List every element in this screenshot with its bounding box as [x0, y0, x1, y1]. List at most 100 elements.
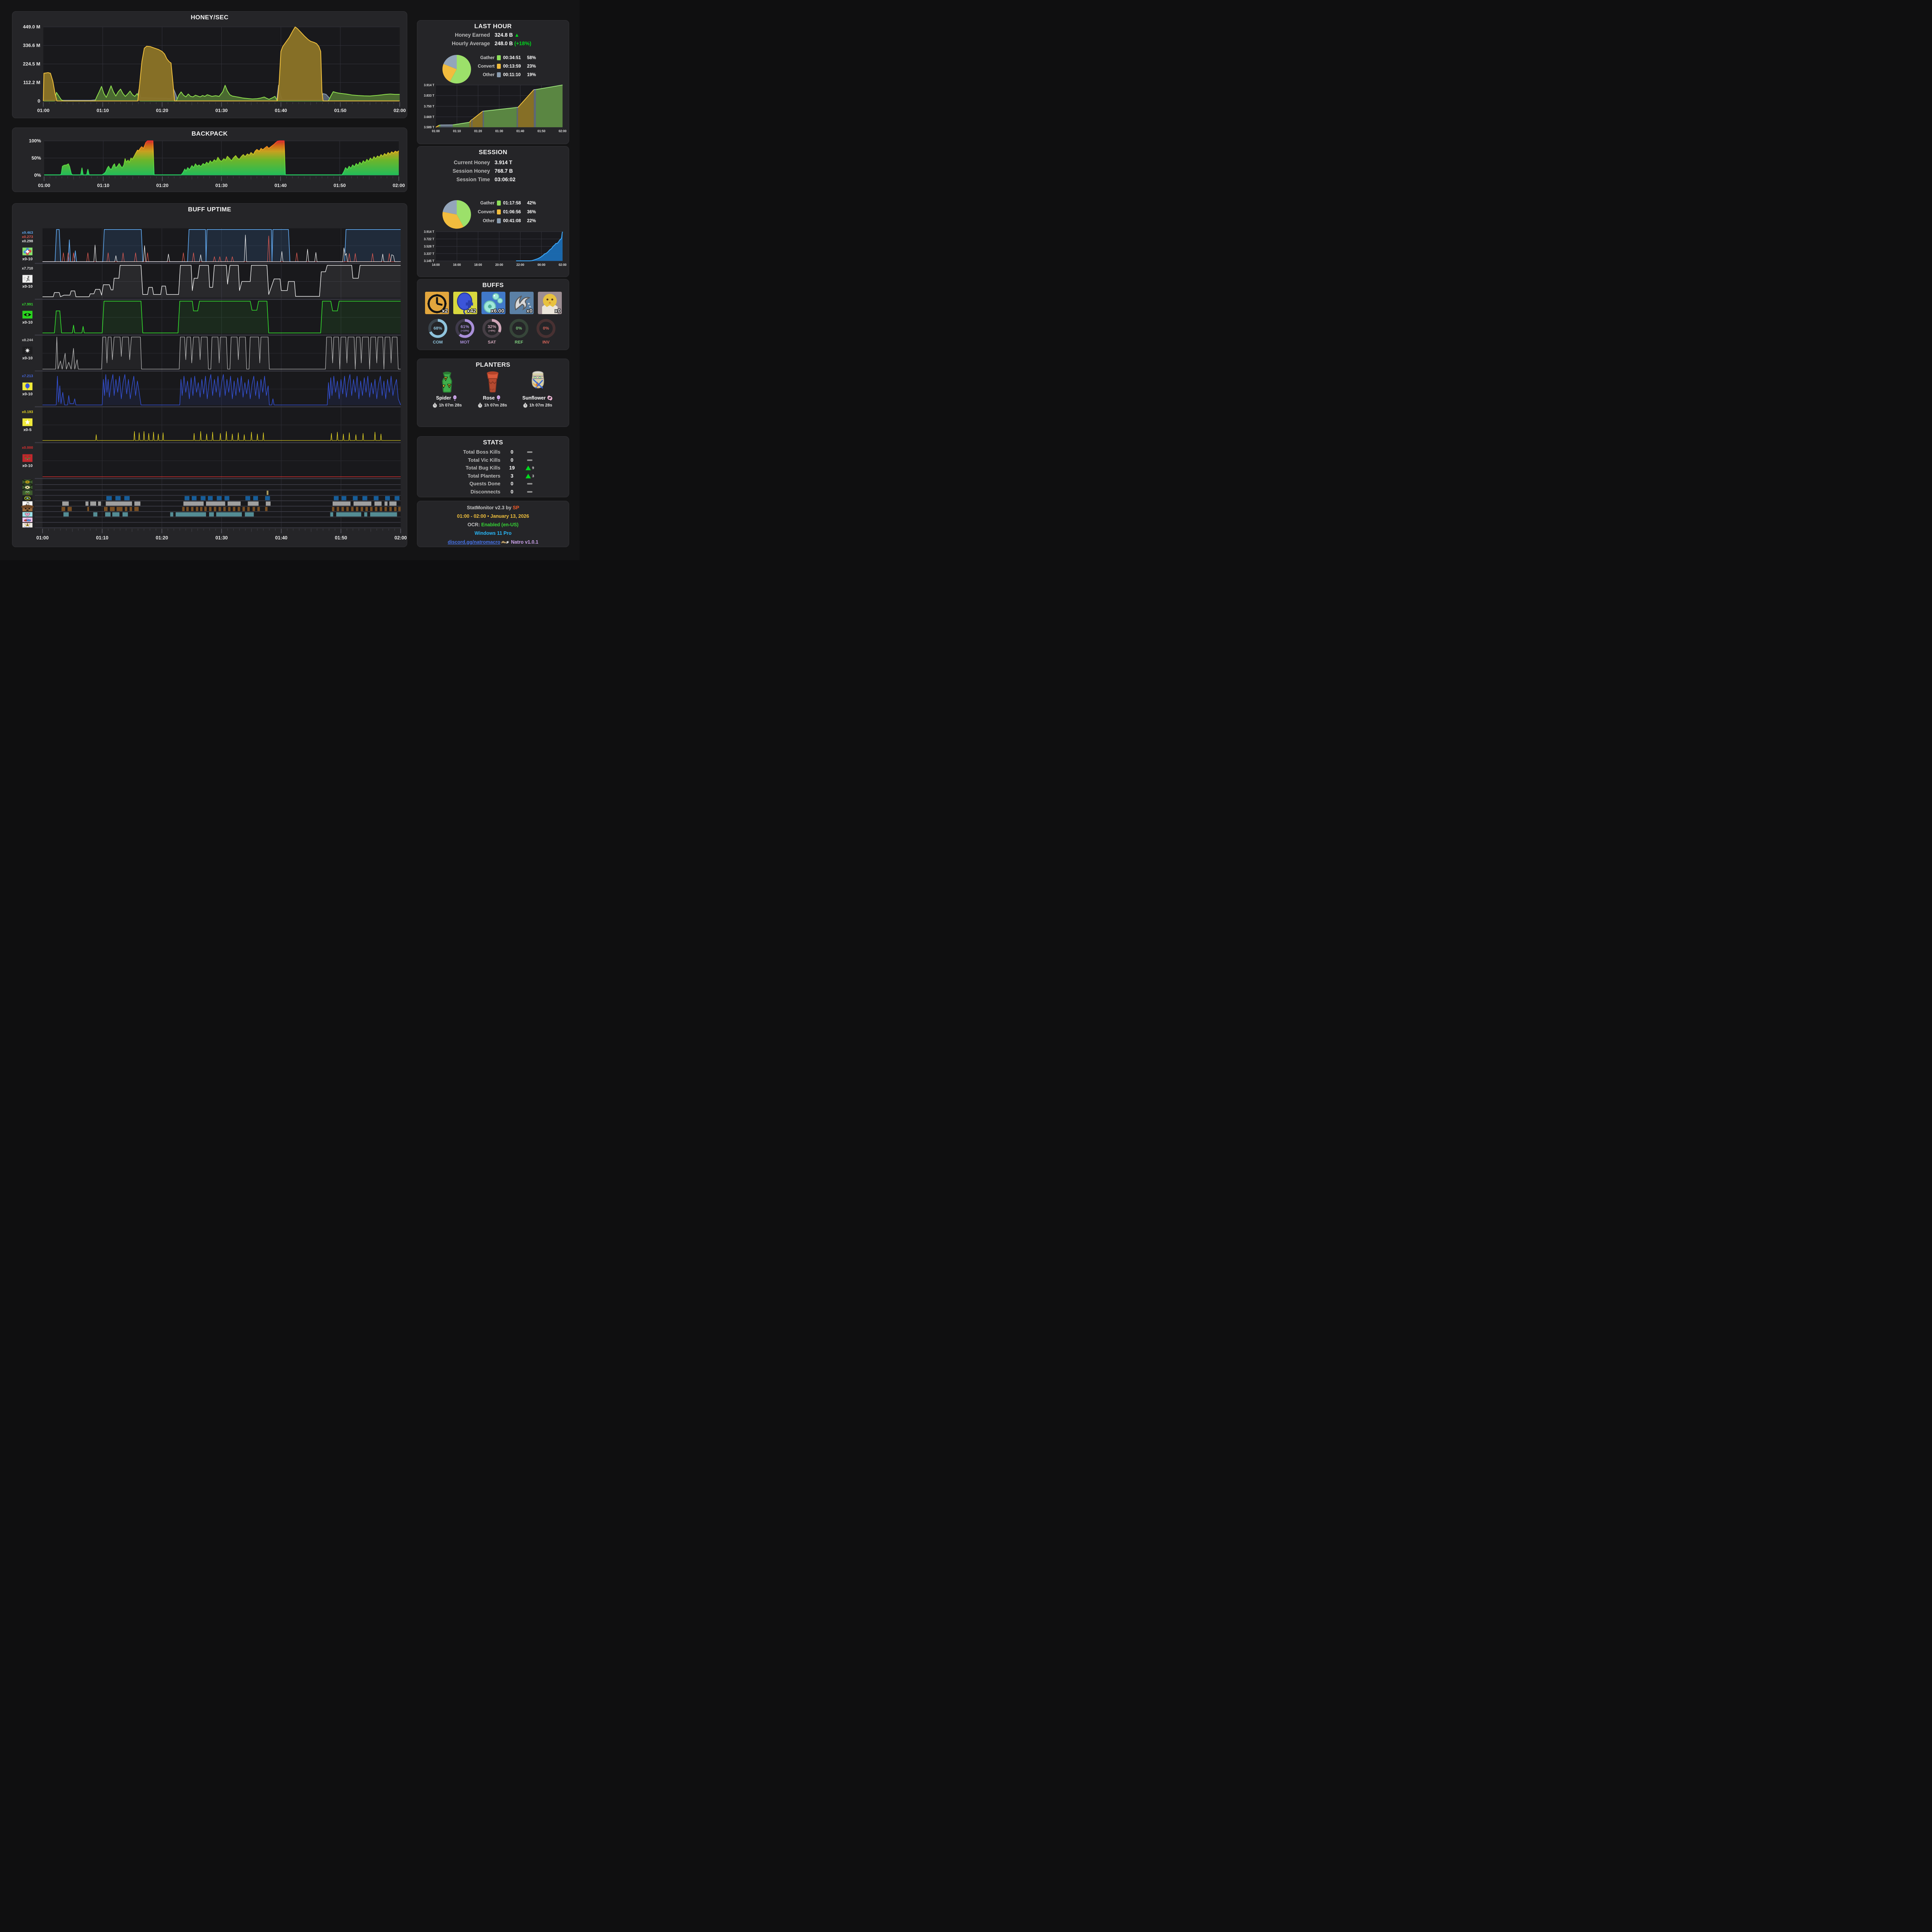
svg-text:x7.991: x7.991 [22, 302, 33, 306]
stat-row: Total Vic Kills 0 [417, 457, 569, 464]
svg-text:224.5 M: 224.5 M [23, 61, 40, 66]
wreath-icon [22, 490, 33, 495]
footer-line-2: 01:00 - 02:00 • January 13, 2026 [417, 514, 569, 519]
wave-icon [514, 295, 531, 311]
svg-text:01:30: 01:30 [215, 535, 228, 541]
buff-tile-bubbles: x6.00 [481, 292, 505, 314]
white-star-icon [22, 418, 33, 426]
balloon-plus-icon [457, 292, 473, 314]
pinwheel-icon [22, 247, 33, 255]
kv-value: 324.8 B ▲ [495, 32, 520, 38]
stat-value: 0 [510, 481, 514, 486]
buff-row-white-star [42, 431, 401, 441]
svg-text:x0-10: x0-10 [22, 320, 33, 325]
planter-name: Spider [426, 395, 468, 401]
buff-bars-heart [63, 512, 397, 517]
kv-label: Honey Earned [455, 32, 490, 38]
buff-bars-wreath [267, 490, 269, 495]
stat-row: Disconnects 0 [417, 489, 569, 496]
stat-row: Quests Done 0 [417, 481, 569, 488]
session-trend-chart: 3.914 T 3.722 T 3.528 T 3.337 T 3.145 T14:00… [424, 230, 567, 267]
buff-multiplier: x0 [554, 308, 561, 314]
pie-legend-row: Other 00:11:10 19% [474, 72, 536, 77]
clock-icon [427, 294, 447, 313]
panel-honey-per-sec: HONEY/SEC 449.0 M 336.6 M 224.5 M 112.2 M 0 0… [12, 11, 407, 118]
panel-backpack: BACKPACK 100% 50% 0% 01:00 01:10 01:20 01:30 01… [12, 128, 407, 192]
svg-text:16:00: 16:00 [453, 263, 461, 267]
svg-text:01:10: 01:10 [97, 183, 109, 188]
session-title: SESSION [479, 149, 507, 156]
blue-balloon-icon [22, 382, 33, 390]
planter-timer: 1h 07m 28s [471, 403, 514, 408]
footer-line-4: Windows 11 Pro [417, 531, 569, 536]
pie-legend-row: Other 00:41:08 22% [474, 218, 536, 223]
no-change-dash-icon [527, 451, 532, 453]
buff-row-pinwheel [42, 229, 401, 262]
svg-text:02:00: 02:00 [559, 129, 567, 133]
ring-gauge-sat: 32% (+6%) SAT [481, 318, 502, 345]
svg-text:18:00: 18:00 [474, 263, 482, 267]
legend-label: Gather [480, 55, 495, 60]
snake-icon [501, 541, 509, 544]
svg-text:01:50: 01:50 [334, 108, 347, 113]
buff-row-runner [42, 265, 401, 298]
ring-gauge-ref: 0% REF [509, 318, 529, 345]
discord-link[interactable]: discord.gg/natromacro [447, 539, 500, 545]
balloon-glyph-icon [453, 395, 457, 401]
svg-text:02:00: 02:00 [394, 108, 406, 113]
panel-session: SESSION Current Honey 3.914 T Session Hone… [417, 146, 569, 277]
honey-panel-title: HONEY/SEC [190, 14, 229, 21]
backpack-chart: 100% 50% 0% 01:00 01:10 01:20 01:30 01:40 01:50 0… [29, 138, 405, 189]
legend-pct: 58% [527, 55, 536, 60]
pie-legend-row: Gather 01:17:58 42% [474, 201, 536, 206]
svg-text:0%: 0% [34, 172, 41, 178]
legend-label: Other [483, 218, 495, 223]
panel-stats: STATS Total Boss Kills 0 Total Vic Kills 0 T… [417, 436, 569, 497]
svg-text:x0-10: x0-10 [22, 257, 33, 262]
planter-spider: Spider 1h 07m 28s [426, 370, 468, 408]
stat-label: Total Planters [467, 473, 500, 479]
stat-row: Total Bug Kills 19 9 [417, 465, 569, 472]
bubbles-icon [483, 293, 503, 313]
svg-text:3.589 T: 3.589 T [424, 126, 434, 129]
flower-flag-icon [22, 485, 33, 490]
buff-bars-bear [61, 507, 401, 511]
stat-value: 19 [509, 465, 515, 471]
stopwatch-icon [478, 403, 482, 408]
star-medal-icon [22, 496, 33, 501]
svg-text:02:00: 02:00 [395, 535, 407, 541]
legend-time: 00:34:51 [503, 55, 521, 60]
svg-text:01:00: 01:00 [432, 129, 440, 133]
green-eye-icon [22, 311, 33, 319]
stat-label: Total Boss Kills [463, 449, 500, 455]
legend-time: 00:13:59 [503, 64, 521, 69]
stat-value: 0 [510, 457, 514, 463]
kv-label: Current Honey [454, 160, 490, 165]
svg-text:(+6%): (+6%) [488, 330, 495, 332]
ring-gauge-com: 68% COM [427, 318, 448, 345]
svg-text:20:00: 20:00 [495, 263, 503, 267]
stat-delta [524, 481, 543, 487]
legend-swatch [497, 201, 501, 206]
footer-text: SP [513, 505, 519, 510]
svg-text:01:50: 01:50 [335, 535, 347, 541]
stat-kv-row: Current Honey 3.914 T [417, 160, 569, 167]
kv-value: 248.0 B (+18%) [495, 41, 531, 46]
svg-text:x0-5: x0-5 [24, 428, 32, 432]
svg-text:01:00: 01:00 [37, 108, 49, 113]
footer-text: 01:00 - 02:00 • January 13, 2026 [457, 514, 529, 519]
planter-name: Sunflower [516, 395, 559, 401]
legend-time: 00:41:08 [503, 218, 521, 223]
svg-text:01:00: 01:00 [36, 535, 49, 541]
svg-text:100%: 100% [29, 138, 41, 144]
ring-label: REF [515, 340, 523, 345]
legend-label: Convert [478, 64, 495, 69]
svg-text:336.6 M: 336.6 M [23, 43, 40, 48]
buff-row-blue-balloon [42, 374, 401, 405]
planters-title: PLANTERS [476, 362, 510, 368]
svg-text:3.750 T: 3.750 T [424, 105, 434, 108]
footer-line-3: OCR: Enabled (en-US) [417, 522, 569, 527]
stat-label: Disconnects [470, 488, 500, 495]
bean-hearts-icon [22, 517, 33, 522]
svg-text:x0.193: x0.193 [22, 410, 33, 414]
